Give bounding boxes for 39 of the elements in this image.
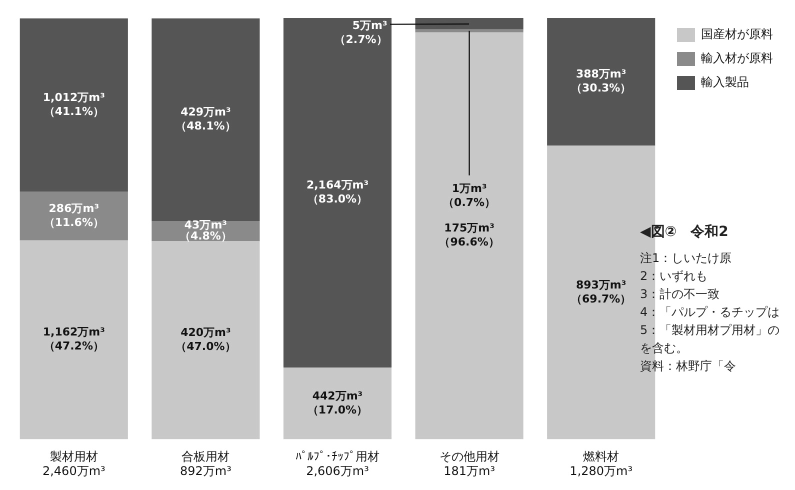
bar <box>283 18 392 368</box>
data-label: 429万m³ （48.1%） <box>176 106 236 133</box>
bar <box>415 29 524 32</box>
bar <box>415 32 524 440</box>
data-label: 1万m³ （0.7%） <box>443 182 496 210</box>
bar <box>547 18 656 146</box>
bar <box>20 192 128 240</box>
x-tick-label: ﾊﾟﾙﾌﾟ･ﾁｯﾌﾟ用材 2,606万m³ <box>296 450 380 478</box>
annotation: 4：「パルプ・るチップは <box>640 304 781 321</box>
bar <box>152 18 260 222</box>
data-label: 442万m³ （17.0%） <box>307 389 368 416</box>
bar <box>20 240 128 440</box>
data-label: 43万m³ （4.8%） <box>179 218 232 242</box>
annotation: 5：「製材用材プ用材」のを含む。 <box>640 322 781 357</box>
legend-label: 国産材が原料 <box>701 27 773 42</box>
legend-label: 輸入材が原料 <box>701 51 773 66</box>
legend-label: 輸入製品 <box>701 75 749 90</box>
annotation: 注1：しいたけ原 <box>640 250 733 267</box>
bar <box>20 18 128 192</box>
annotation: 資料：林野庁「令 <box>640 358 737 375</box>
data-label: 1,162万m³ （47.2%） <box>42 326 106 353</box>
data-label: 286万m³ （11.6%） <box>44 202 104 229</box>
annotation: 2：いずれも <box>640 268 709 285</box>
data-label: 893万m³ （69.7%） <box>571 278 632 306</box>
bar <box>415 18 524 30</box>
data-label: 2,164万m³ （83.0%） <box>306 178 369 206</box>
data-label: 5万m³ （2.7%） <box>334 18 388 46</box>
annotation: ◀図② 令和2 <box>640 223 730 241</box>
bar <box>152 241 260 440</box>
x-tick-label: その他用材 181万m³ <box>439 450 500 478</box>
data-label: 1,012万m³ （41.1%） <box>42 90 106 118</box>
x-tick-label: 製材用材 2,460万m³ <box>42 450 106 478</box>
data-label: 420万m³ （47.0%） <box>176 326 236 354</box>
x-tick-label: 合板用材 892万m³ <box>180 450 232 478</box>
data-label: 175万m³ （96.6%） <box>439 222 500 249</box>
bar <box>283 368 392 440</box>
annotation: 3：計の不一致 <box>640 286 721 303</box>
x-tick-label: 燃料材 1,280万m³ <box>570 450 633 478</box>
data-label: 388万m³ （30.3%） <box>571 68 632 95</box>
